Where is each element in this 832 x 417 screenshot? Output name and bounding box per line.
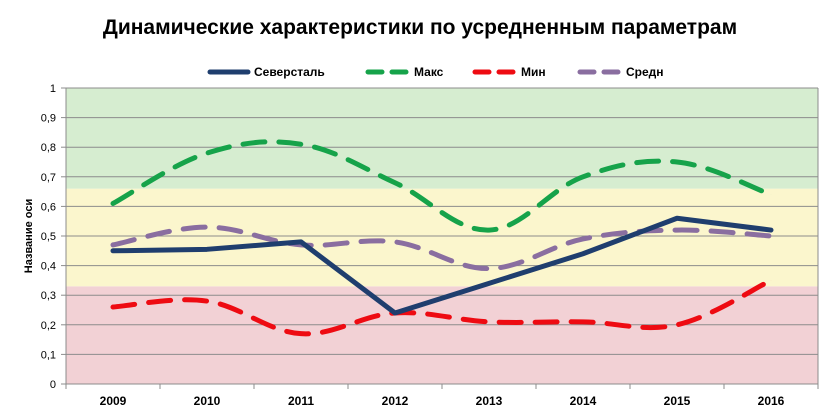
x-tick-label: 2014: [570, 394, 597, 408]
legend-label-3: Средн: [626, 65, 664, 79]
y-tick-label: 0,2: [41, 320, 56, 332]
series-line-1: [110, 139, 774, 233]
chart-title: Динамические характеристики по усредненн…: [102, 16, 738, 39]
y-tick-label: 0,1: [41, 349, 56, 361]
y-tick-label: 0: [50, 379, 56, 391]
x-tick-labels: 2009 2010 2011 2012 2013 2014 2015 2016: [100, 394, 785, 408]
band-0: [66, 286, 818, 384]
legend-label-1: Макс: [414, 65, 444, 79]
y-tick-label: 0,7: [41, 172, 56, 184]
y-tick-label: 0,3: [41, 290, 56, 302]
series-line-3: [110, 224, 774, 272]
legend: Северсталь Макс Мин Средн: [207, 65, 664, 79]
x-tick-label: 2009: [100, 394, 127, 408]
series-line-0: [110, 215, 774, 316]
y-axis-label: Название оси: [23, 199, 35, 273]
y-tick-labels: 0 0,1 0,2 0,3 0,4 0,5 0,6 0,7 0,8 0,9 1: [41, 83, 56, 391]
gridlines: [61, 87, 819, 389]
series-line-2: [110, 277, 774, 337]
x-tick-label: 2010: [194, 394, 221, 408]
background-bands: [66, 88, 818, 384]
y-tick-label: 0,4: [41, 261, 56, 273]
band-2: [66, 88, 818, 189]
y-tick-label: 0,6: [41, 201, 56, 213]
band-1: [66, 188, 818, 287]
y-tick-label: 0,9: [41, 113, 56, 125]
x-tick-label: 2013: [476, 394, 503, 408]
series-lines: [110, 139, 774, 337]
x-tick-label: 2016: [758, 394, 785, 408]
x-tick-label: 2012: [382, 394, 409, 408]
y-tick-label: 0,5: [41, 231, 56, 243]
legend-label-2: Мин: [521, 65, 546, 79]
y-tick-label: 0,8: [41, 142, 56, 154]
x-tick-label: 2015: [664, 394, 691, 408]
legend-label-0: Северсталь: [254, 65, 325, 79]
x-tick-label: 2011: [288, 394, 314, 408]
y-tick-label: 1: [50, 83, 56, 95]
